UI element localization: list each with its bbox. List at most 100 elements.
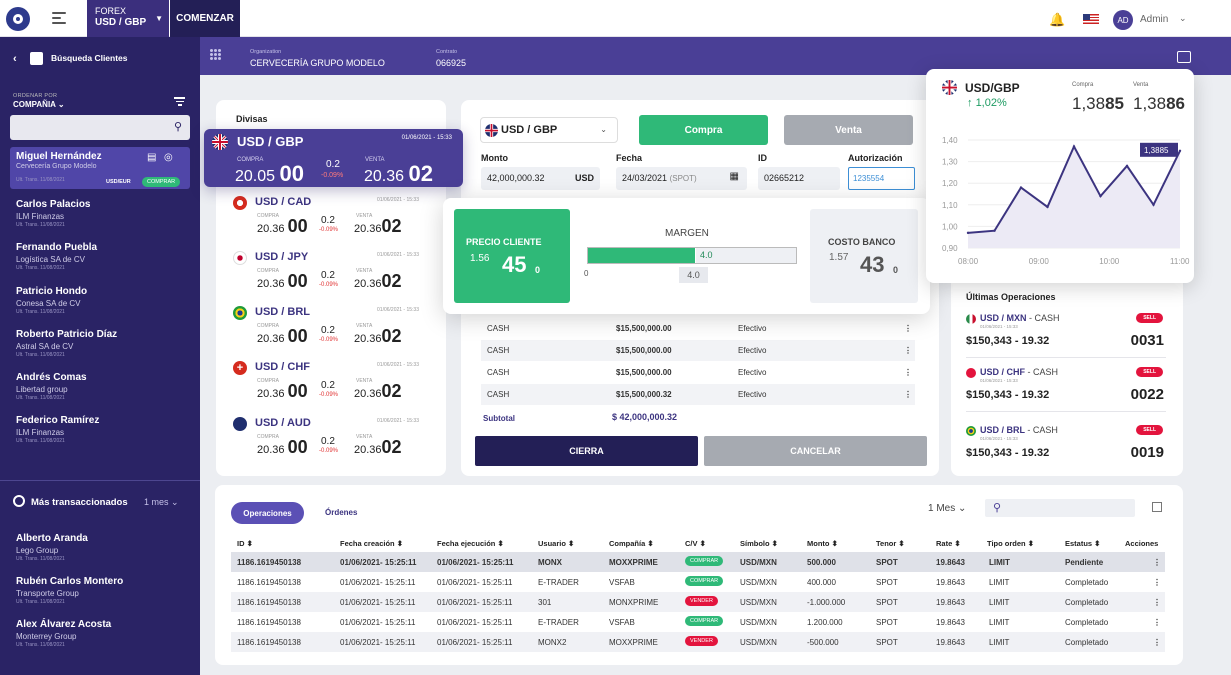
client-pair: USD/EUR	[106, 179, 131, 185]
op-pair: USD / MXN - CASH	[980, 313, 1060, 323]
cell-company: MOXXPRIME	[609, 558, 658, 567]
row-actions-icon[interactable]: ⋮	[1153, 558, 1161, 567]
client-last-trans: Ult. Trans. 11/08/2021	[16, 599, 65, 605]
avatar[interactable]: AD	[1113, 10, 1133, 30]
col-header[interactable]: Monto ⬍	[807, 539, 838, 548]
table-row[interactable]: 1186.1619450138 01/06/2021- 15:25:11 01/06…	[231, 572, 1165, 592]
cell-cv[interactable]: VENDER	[685, 636, 718, 646]
col-header[interactable]: Estatus ⬍	[1065, 539, 1101, 548]
table-row[interactable]: 1186.1619450138 01/06/2021- 15:25:11 01/06…	[231, 552, 1165, 572]
cell-cv[interactable]: VENDER	[685, 596, 718, 606]
tab-ordenes[interactable]: Órdenes	[325, 508, 358, 517]
operation-item[interactable]: USD / BRL - CASH 01/06/2021 - 15:33 $150…	[966, 425, 1166, 480]
back-arrow-icon[interactable]: ‹	[13, 53, 17, 65]
venta-button[interactable]: Venta	[784, 115, 913, 145]
table-row[interactable]: 1186.1619450138 01/06/2021- 15:25:11 01/06…	[231, 632, 1165, 652]
forex-selector[interactable]: FOREX USD / GBP ▼	[87, 0, 169, 37]
col-header[interactable]: Tenor ⬍	[876, 539, 905, 548]
col-header[interactable]: Fecha creación ⬍	[340, 539, 403, 548]
client-name[interactable]: Rubén Carlos Montero	[16, 576, 124, 587]
payment-row[interactable]: CASH $15,500,000.00 Efectivo ⋮	[487, 368, 912, 377]
tab-operaciones[interactable]: Operaciones	[231, 502, 304, 524]
grid-icon[interactable]	[210, 49, 221, 60]
row-actions-icon[interactable]: ⋮	[1153, 638, 1161, 647]
file-icon[interactable]: ▤	[147, 152, 157, 163]
comenzar-button[interactable]: COMENZAR	[170, 0, 240, 37]
cell-cv[interactable]: COMPRAR	[685, 556, 724, 566]
id-input[interactable]: 02665212	[758, 167, 840, 190]
col-header[interactable]: Tipo orden ⬍	[987, 539, 1034, 548]
col-header[interactable]: C/V ⬍	[685, 539, 706, 548]
us-flag-icon[interactable]	[1083, 14, 1099, 24]
pair-select[interactable]: USD / GBP ⌄	[480, 117, 618, 143]
autorizacion-input[interactable]: 1235554	[848, 167, 915, 190]
client-name[interactable]: Fernando Puebla	[16, 242, 98, 253]
client-name[interactable]: Andrés Comas	[16, 372, 87, 383]
period-select[interactable]: 1 mes ⌄	[144, 497, 179, 507]
cell-cv[interactable]: COMPRAR	[685, 576, 724, 586]
margin-input[interactable]: 4.0	[679, 267, 708, 283]
client-company: Transporte Group	[16, 589, 79, 598]
filter-icon[interactable]	[174, 97, 185, 106]
col-header[interactable]: Símbolo ⬍	[740, 539, 778, 548]
autorizacion-label: Autorización	[848, 153, 903, 163]
table-search-input[interactable]: ⚲	[985, 499, 1135, 517]
cancelar-button[interactable]: CANCELAR	[704, 436, 927, 466]
chevron-down-icon[interactable]: ⌄	[1179, 13, 1187, 23]
cell-otype: LIMIT	[989, 598, 1010, 607]
payment-row[interactable]: CASH $15,500,000.00 Efectivo ⋮	[481, 340, 915, 361]
monto-input[interactable]: 42,000,000.32 USD	[481, 167, 600, 190]
row-actions-icon[interactable]: ⋮	[1153, 578, 1161, 587]
client-company: Logística SA de CV	[16, 255, 85, 264]
client-search-input[interactable]: ⚲	[10, 115, 190, 140]
export-icon[interactable]	[1152, 502, 1162, 512]
chart-compra-value: 1,3885	[1072, 94, 1125, 113]
buy-label: COMPRA	[257, 323, 279, 329]
currency-row[interactable]: USD / CAD 01/06/2021 - 15:33 COMPRA 20.3…	[233, 196, 433, 244]
period-select[interactable]: 1 Mes ⌄	[928, 503, 967, 514]
admin-name[interactable]: Admin	[1140, 14, 1169, 25]
row-actions-icon[interactable]: ⋮	[1153, 598, 1161, 607]
clock-icon	[13, 495, 25, 507]
table-row[interactable]: 1186.1619450138 01/06/2021- 15:25:11 01/06…	[231, 592, 1165, 612]
col-header[interactable]: Usuario ⬍	[538, 539, 575, 548]
calendar-icon[interactable]: ▦	[729, 171, 739, 182]
col-header[interactable]: ID ⬍	[237, 539, 253, 548]
currency-row[interactable]: USD / BRL 01/06/2021 - 15:33 COMPRA 20.3…	[233, 306, 433, 354]
client-name[interactable]: Carlos Palacios	[16, 199, 91, 210]
table-row[interactable]: 1186.1619450138 01/06/2021- 15:25:11 01/06…	[231, 612, 1165, 632]
menu-icon[interactable]	[52, 12, 66, 24]
operation-item[interactable]: USD / CHF - CASH 01/06/2021 - 15:33 $150…	[966, 367, 1166, 422]
client-name[interactable]: Federico Ramírez	[16, 415, 100, 426]
col-header[interactable]: Fecha ejecución ⬍	[437, 539, 504, 548]
cierra-button[interactable]: CIERRA	[475, 436, 698, 466]
operation-item[interactable]: USD / MXN - CASH 01/06/2021 - 15:33 $150…	[966, 313, 1166, 368]
monto-label: Monto	[481, 153, 508, 163]
currency-row[interactable]: + USD / CHF 01/06/2021 - 15:33 COMPRA 20…	[233, 361, 433, 409]
comprar-badge[interactable]: COMPRAR	[142, 177, 181, 187]
fecha-input[interactable]: 24/03/2021 (SPOT) ▦	[616, 167, 747, 190]
currency-row[interactable]: USD / JPY 01/06/2021 - 15:33 COMPRA 20.3…	[233, 251, 433, 299]
payment-row[interactable]: CASH $15,500,000.00 Efectivo ⋮	[487, 324, 912, 333]
client-name[interactable]: Patricio Hondo	[16, 286, 88, 297]
order-select[interactable]: COMPAÑIA ⌄	[13, 100, 65, 109]
selected-currency-card[interactable]: USD / GBP 01/06/2021 - 15:33 COMPRA 20.0…	[204, 129, 463, 187]
bell-icon[interactable]: 🔔	[1049, 12, 1066, 27]
currency-row[interactable]: USD / AUD 01/06/2021 - 15:33 COMPRA 20.3…	[233, 417, 433, 465]
payment-row[interactable]: CASH $15,500,000.32 Efectivo ⋮	[481, 384, 915, 405]
cell-cv[interactable]: COMPRAR	[685, 616, 724, 626]
client-name[interactable]: Alberto Aranda	[16, 533, 88, 544]
mid-change: -0.09%	[319, 448, 339, 454]
col-header[interactable]: Rate ⬍	[936, 539, 961, 548]
coins-icon[interactable]: ◎	[164, 152, 173, 163]
col-header[interactable]: Compañía ⬍	[609, 539, 654, 548]
row-actions-icon[interactable]: ⋮	[1153, 618, 1161, 627]
client-name[interactable]: Alex Álvarez Acosta	[16, 619, 112, 630]
compra-button[interactable]: Compra	[639, 115, 768, 145]
client-last-trans: Ult. Trans. 11/08/2021	[16, 309, 65, 315]
sell-label: VENTA	[356, 213, 373, 219]
client-name[interactable]: Roberto Patricio Díaz	[16, 329, 118, 340]
app-logo[interactable]	[6, 7, 30, 31]
chart-venta-value: 1,3886	[1133, 94, 1186, 113]
note-icon[interactable]	[1177, 51, 1191, 63]
